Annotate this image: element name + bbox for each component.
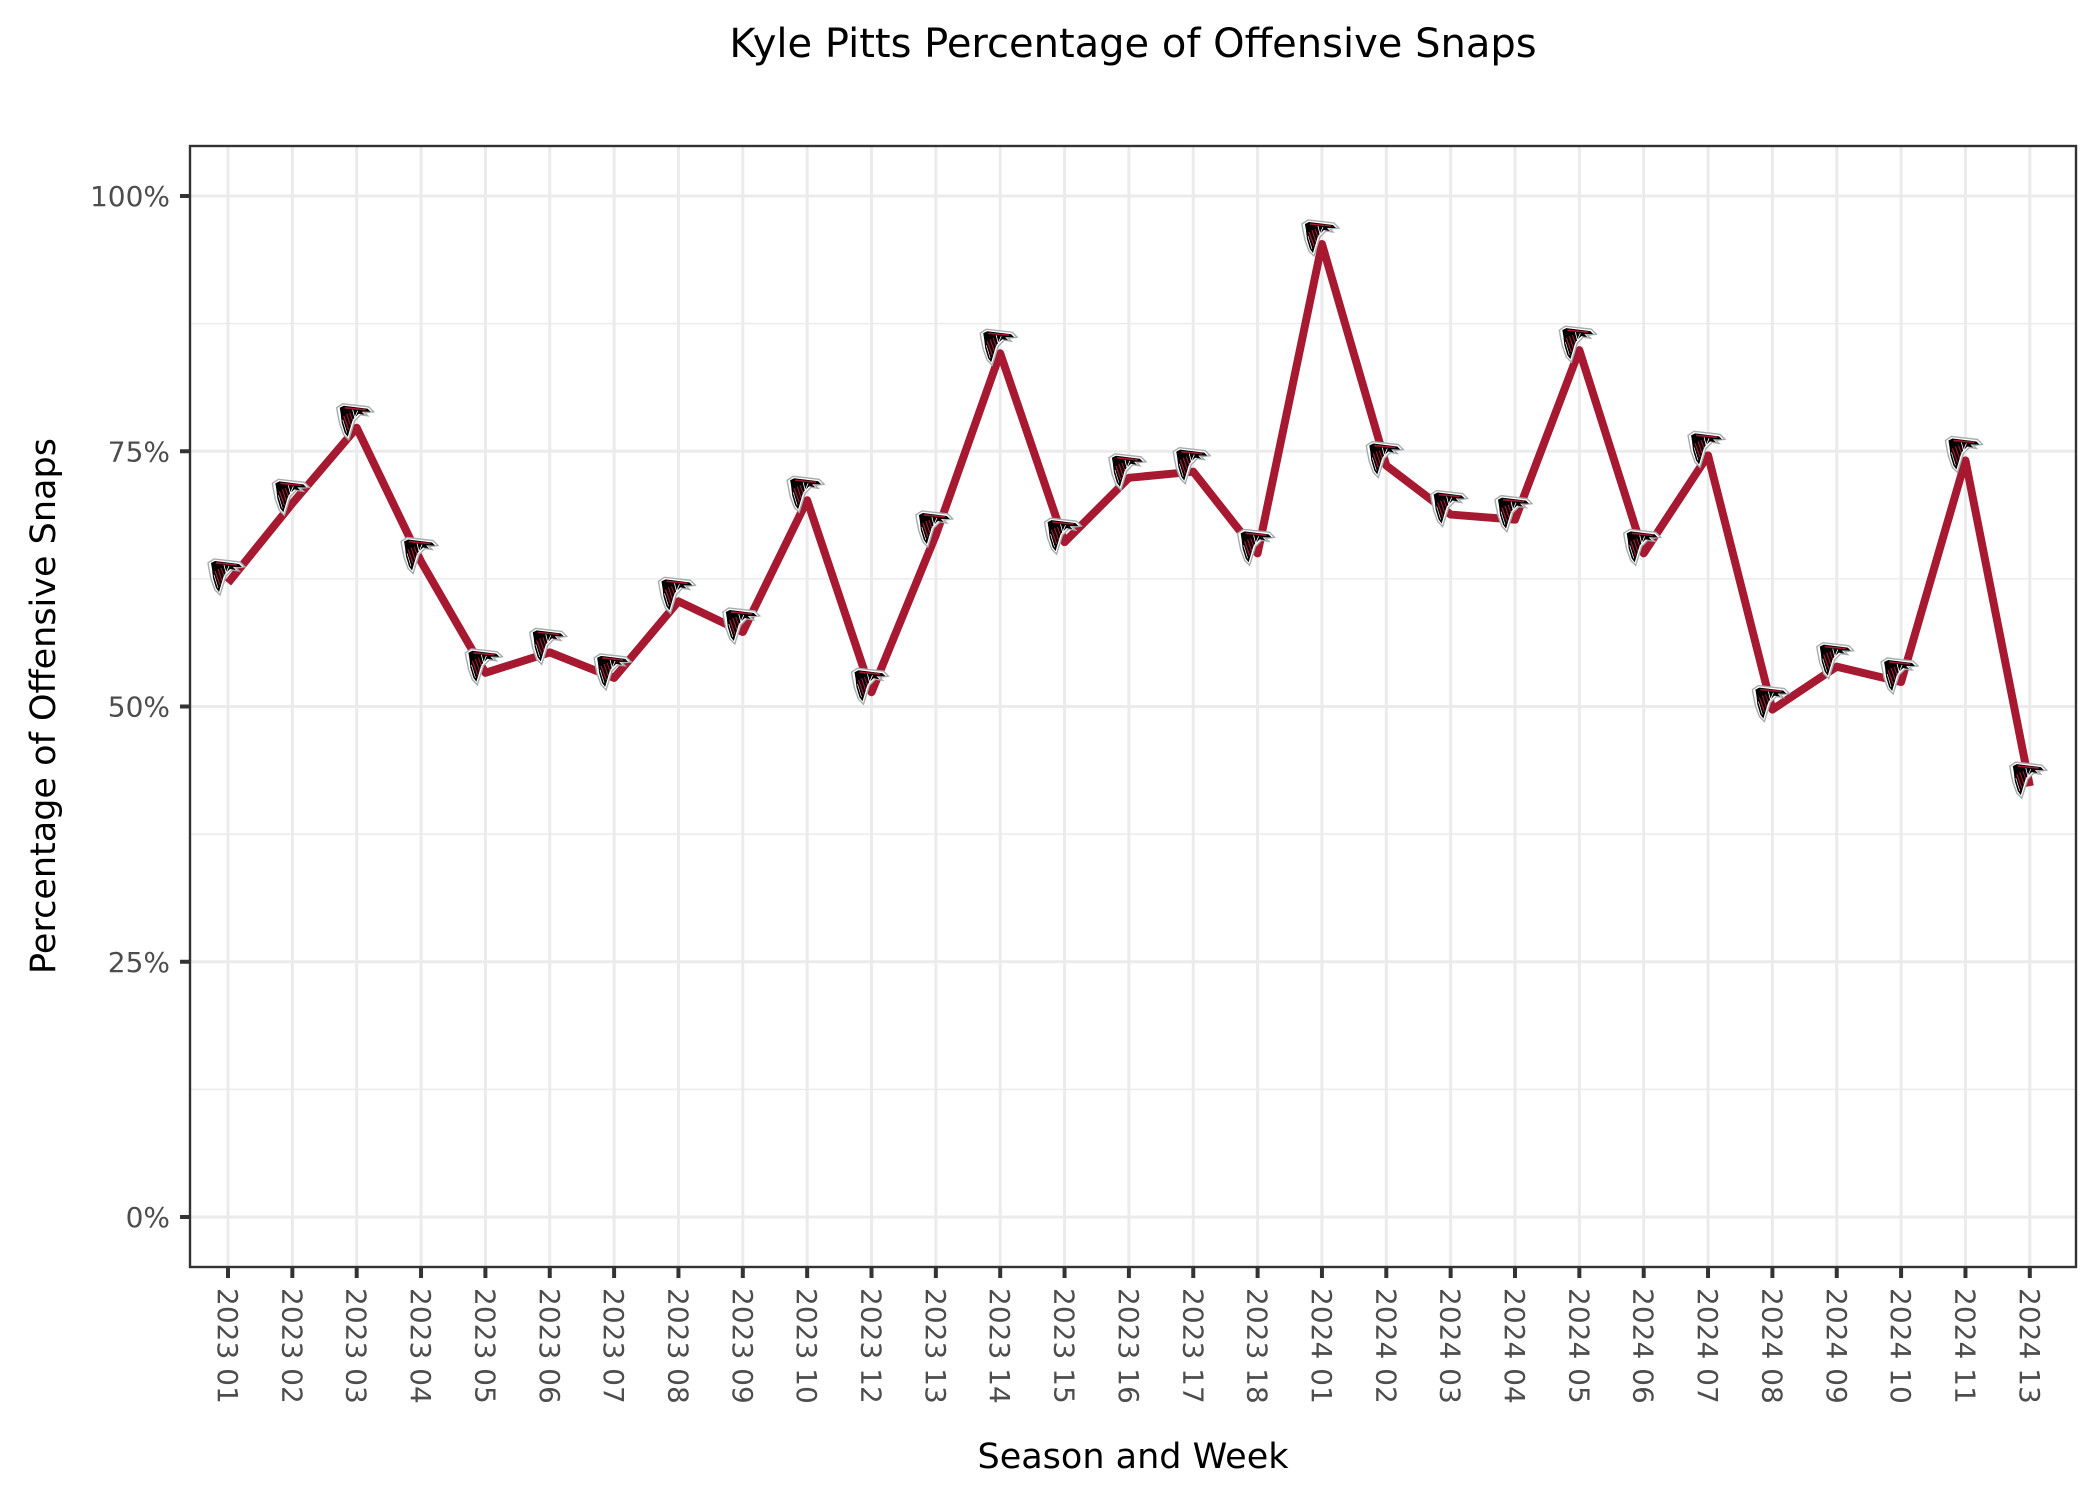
major-gridlines [190,146,2076,1267]
x-axis: 2023 01 2023 02 2023 03 2023 04 2023 05 2023 … [211,1267,2046,1404]
x-tick-label: 2024 13 [2013,1288,2046,1404]
chart-title: Kyle Pitts Percentage of Offensive Snaps [729,21,1536,67]
x-tick-label: 2023 18 [1241,1288,1274,1404]
x-tick-label: 2023 09 [726,1288,759,1404]
x-tick-label: 2024 09 [1820,1288,1853,1404]
x-tick-label: 2023 15 [1048,1288,1081,1404]
plot-panel [188,144,2078,1269]
x-tick-label: 2024 02 [1369,1288,1402,1404]
y-tick-label: 75% [108,435,170,468]
x-tick-label: 2024 01 [1305,1288,1338,1404]
x-tick-label: 2023 02 [275,1288,308,1404]
y-tick-label: 50% [108,691,170,724]
x-tick-label: 2023 03 [340,1288,373,1404]
y-axis: 0% 25% 50% 75% 100% [90,180,190,1234]
x-tick-label: 2024 03 [1434,1288,1467,1404]
y-tick-label: 0% [126,1201,170,1234]
minor-gridlines [190,322,2076,1091]
y-tick-label: 100% [90,180,170,213]
x-tick-label: 2023 14 [983,1288,1016,1404]
x-axis-title: Season and Week [977,1437,1289,1477]
x-tick-label: 2023 17 [1176,1288,1209,1404]
x-tick-label: 2024 05 [1562,1288,1595,1404]
x-tick-label: 2023 10 [790,1288,823,1404]
x-tick-label: 2023 05 [468,1288,501,1404]
x-tick-label: 2023 04 [404,1288,437,1404]
x-tick-label: 2023 13 [919,1288,952,1404]
x-tick-label: 2024 10 [1884,1288,1917,1404]
x-tick-label: 2023 08 [661,1288,694,1404]
x-tick-label: 2023 06 [533,1288,566,1404]
x-tick-label: 2024 11 [1948,1288,1981,1404]
x-tick-label: 2024 08 [1755,1288,1788,1404]
x-tick-label: 2023 16 [1112,1288,1145,1404]
y-tick-label: 25% [108,946,170,979]
series-line-kyle-pitts [224,239,2034,787]
x-tick-label: 2023 01 [211,1288,244,1404]
x-tick-label: 2024 06 [1627,1288,1660,1404]
y-axis-title: Percentage of Offensive Snaps [24,438,64,974]
x-tick-label: 2023 07 [597,1288,630,1404]
x-tick-label: 2024 07 [1691,1288,1724,1404]
x-tick-label: 2023 12 [855,1288,888,1404]
x-tick-label: 2024 04 [1498,1288,1531,1404]
